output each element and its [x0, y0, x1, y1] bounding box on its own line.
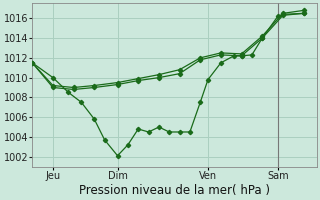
X-axis label: Pression niveau de la mer( hPa ): Pression niveau de la mer( hPa )	[79, 184, 270, 197]
